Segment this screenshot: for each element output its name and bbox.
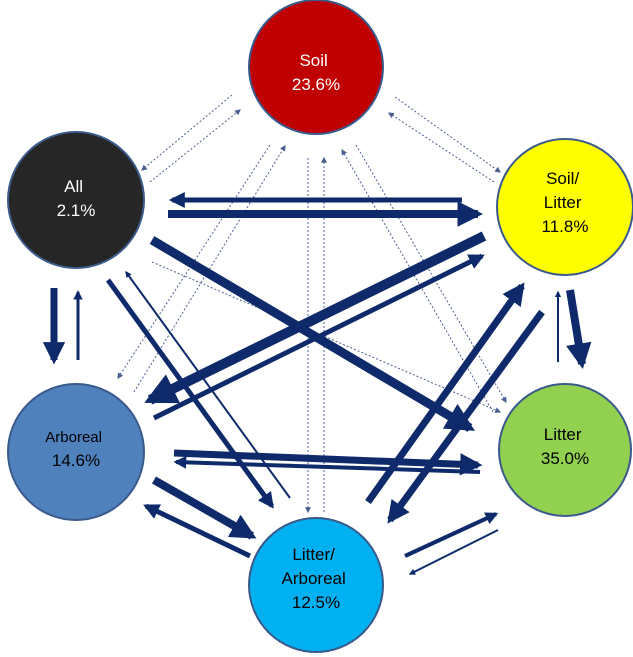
node-soil-litter-name-1: Soil/: [546, 169, 579, 188]
node-litter-arboreal: Litter/ Arboreal 12.5%: [248, 517, 384, 653]
node-litter-name: Litter: [544, 425, 582, 444]
arrow-litter-arboreal-to-all: [125, 270, 291, 499]
arrow-all-to-litter: [149, 236, 475, 432]
node-all-label: All 2.1%: [57, 177, 96, 220]
arrow-litter-to-arboreal: [173, 455, 481, 474]
arrow-arboreal-to-litter: [173, 449, 483, 476]
node-soil-litter-value: 11.8%: [542, 217, 589, 236]
node-arboreal-circle: [7, 383, 145, 521]
arrow-arboreal-to-soil-litter: [152, 253, 485, 421]
arrow-litter-arboreal-to-litter: [404, 512, 499, 558]
arrow-all-to-litter-dotted: [151, 261, 502, 413]
node-soil-litter-name-2: Litter: [544, 193, 582, 212]
node-all-circle: [7, 131, 145, 269]
arrow-soil-to-all: [141, 94, 233, 171]
arrow-soil-litter-to-litter-arboreal: [387, 309, 545, 524]
arrow-litter-to-soil: [341, 148, 494, 413]
arrow-litter-to-litter-arboreal: [408, 529, 499, 575]
arrow-litter-arboreal-to-arboreal: [143, 503, 252, 559]
arrow-arboreal-to-litter-arboreal: [152, 476, 257, 540]
arrow-soil-to-litter: [355, 144, 507, 404]
node-litter-arboreal-name-1: Litter/: [292, 545, 335, 564]
node-soil-name: Soil: [299, 51, 327, 70]
node-arboreal-label: Arboreal 14.6%: [45, 427, 106, 470]
arrow-all-to-litter-arboreal: [105, 278, 275, 509]
node-litter-arboreal-circle: [248, 517, 384, 653]
node-all-value: 2.1%: [57, 201, 96, 220]
arrow-soil-litter-to-soil: [387, 112, 495, 183]
arrow-soil-litter-to-litter: [566, 289, 592, 370]
node-arboreal-name: Arboreal: [45, 429, 102, 446]
node-soil-label: Soil 23.6%: [292, 51, 340, 94]
node-soil-value: 23.6%: [292, 75, 340, 94]
node-litter-arboreal-label: Litter/ Arboreal 12.5%: [282, 545, 351, 612]
arrow-soil-litter-to-arboreal: [144, 231, 487, 405]
node-all-name: All: [64, 177, 83, 196]
node-soil-circle: [248, 0, 384, 135]
node-litter-arboreal-value: 12.5%: [292, 593, 340, 612]
node-soil: Soil 23.6%: [248, 0, 384, 135]
node-litter: Litter 35.0%: [498, 383, 632, 517]
node-soil-litter-circle: [496, 138, 633, 276]
node-litter-value: 35.0%: [541, 449, 589, 468]
node-soil-litter: Soil/ Litter 11.8%: [496, 138, 633, 276]
arrows-layer: [42, 94, 592, 575]
node-litter-circle: [498, 383, 632, 517]
node-litter-label: Litter 35.0%: [541, 425, 589, 468]
node-soil-litter-label: Soil/ Litter 11.8%: [542, 169, 589, 236]
node-litter-arboreal-name-2: Arboreal: [282, 569, 346, 588]
node-arboreal: Arboreal 14.6%: [7, 383, 145, 521]
node-all: All 2.1%: [7, 131, 145, 269]
node-arboreal-value: 14.6%: [52, 451, 100, 470]
arrow-litter-arboreal-to-soil-litter: [365, 282, 525, 505]
arrow-soil-to-soil-litter: [394, 96, 501, 173]
arrow-all-to-soil: [149, 109, 241, 183]
